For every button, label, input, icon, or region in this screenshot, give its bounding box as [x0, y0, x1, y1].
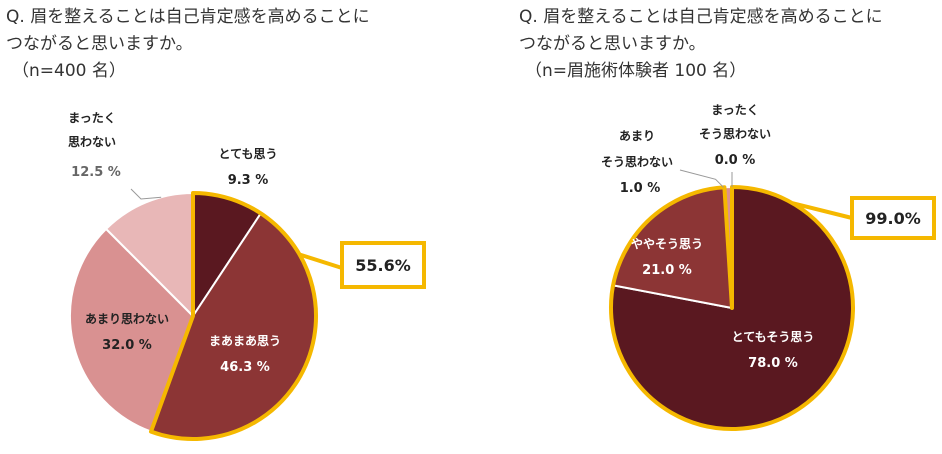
- right-slice-3-leader: [679, 169, 724, 188]
- right-callout-connector: [792, 201, 853, 220]
- left-slice-2-label: まあまあ思う: [209, 334, 281, 348]
- left-slice-3-label: あまり思わない: [85, 312, 169, 326]
- left-pie-slice-4: [104, 191, 194, 319]
- left-pie-slice-3: [69, 227, 195, 433]
- left-slice-4-value: 12.5 %: [71, 165, 121, 180]
- right-slice-3-label: そう思わない: [601, 155, 673, 169]
- right-slice-2-value: 21.0 %: [642, 263, 692, 278]
- right-callout-box: [850, 196, 936, 240]
- left-callout-text: 55.6%: [355, 256, 411, 275]
- question-left-line1: Q. 眉を整えることは自己肯定感を高めることに: [6, 7, 370, 27]
- left-callout-connector: [298, 252, 343, 270]
- right-slice-3-label: あまり: [619, 129, 655, 143]
- right-slice-3-value: 1.0 %: [620, 181, 661, 196]
- right-callout-text: 99.0%: [865, 209, 921, 228]
- question-left-line2: つながると思いますか。: [6, 34, 193, 54]
- left-slice-2-value: 46.3 %: [220, 360, 270, 375]
- left-callout-box: [340, 241, 426, 289]
- right-slice-1-value: 78.0 %: [748, 356, 798, 371]
- right-slice-4-label: まったく: [711, 103, 759, 117]
- sample-size-right: （n=眉施術体験者 100 名）: [525, 61, 747, 81]
- right-slice-4-value: 0.0 %: [715, 153, 756, 168]
- right-slice-2-label: ややそう思う: [631, 237, 703, 251]
- left-slice-3-value: 32.0 %: [102, 338, 152, 353]
- left-slice-4-label: まったく: [68, 111, 116, 125]
- question-right-line2: つながると思いますか。: [519, 34, 706, 54]
- question-right: Q. 眉を整えることは自己肯定感を高めることに つながると思いますか。 （n=眉…: [519, 4, 883, 85]
- question-right-line1: Q. 眉を整えることは自己肯定感を高めることに: [519, 7, 883, 27]
- left-slice-4-leader: [130, 188, 162, 200]
- sample-size-left: （n=400 名）: [12, 61, 126, 81]
- left-slice-4-label: 思わない: [68, 135, 116, 149]
- right-highlight-outline: [609, 185, 856, 431]
- left-slice-1-value: 9.3 %: [228, 173, 269, 188]
- left-slice-1-label: とても思う: [218, 147, 277, 161]
- question-left: Q. 眉を整えることは自己肯定感を高めることに つながると思いますか。 （n=4…: [6, 4, 370, 85]
- left-highlight-outline: [149, 191, 318, 441]
- right-slice-4-label: そう思わない: [699, 127, 771, 141]
- right-slice-1-label: とてもそう思う: [732, 330, 815, 344]
